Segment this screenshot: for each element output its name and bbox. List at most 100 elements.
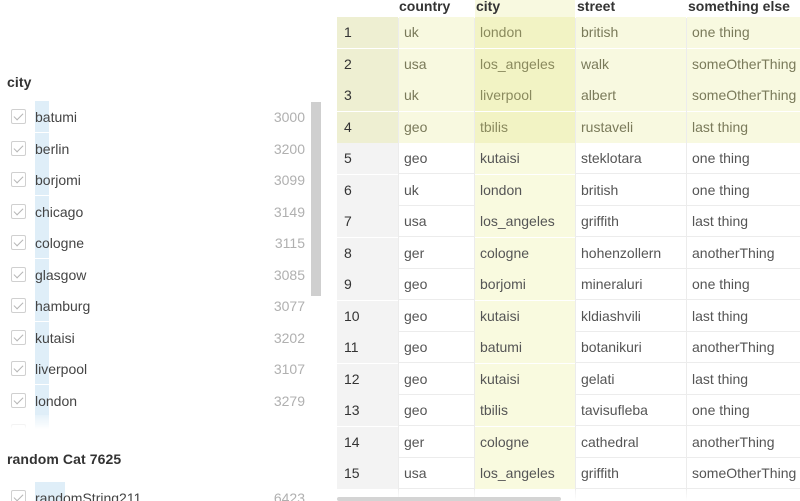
cell-index[interactable]: 9 — [337, 269, 398, 300]
header-something-else[interactable]: something else — [688, 0, 790, 14]
filter-item-chicago[interactable]: chicago 3149 — [0, 195, 322, 227]
table-row[interactable]: 12 geo kutaisi gelati last thing — [337, 363, 800, 395]
header-country[interactable]: country — [399, 0, 451, 14]
checkbox-icon[interactable] — [11, 266, 26, 282]
city-filter-list[interactable]: batumi 3000 berlin 3200 borjomi 3099 chi… — [0, 101, 322, 429]
cell-country[interactable]: geo — [404, 339, 428, 355]
cell-country[interactable]: ger — [404, 244, 425, 261]
cell-country[interactable]: geo — [404, 307, 428, 324]
cell-street[interactable]: hohenzollern — [581, 244, 662, 261]
cell-city[interactable]: los_angeles — [475, 206, 575, 237]
filter-item-glasgow[interactable]: glasgow 3085 — [0, 258, 322, 290]
table-row[interactable]: 6 uk london british one thing — [337, 174, 800, 206]
table-row[interactable]: 2 usa los_angeles walk someOtherThing — [337, 48, 800, 80]
cell-index[interactable]: 6 — [337, 174, 398, 206]
cell-something-else[interactable]: last thing — [692, 213, 749, 229]
cell-something-else[interactable]: someOtherThing — [692, 465, 797, 481]
table-row[interactable]: 9 geo borjomi mineraluri one thing — [337, 269, 800, 300]
cell-country[interactable]: geo — [404, 150, 428, 166]
cell-city[interactable]: batumi — [475, 332, 575, 363]
filter-item-london[interactable]: london 3279 — [0, 384, 322, 416]
checkbox-icon[interactable] — [11, 392, 26, 408]
city-list-scrollbar-thumb[interactable] — [311, 102, 321, 296]
cell-something-else[interactable]: one thing — [692, 181, 750, 198]
cell-street[interactable]: mineraluri — [581, 276, 643, 292]
cell-index[interactable]: 10 — [337, 300, 398, 332]
cell-country[interactable]: usa — [404, 465, 427, 481]
table-row[interactable]: 11 geo batumi botanikuri anotherThing — [337, 332, 800, 363]
cell-something-else[interactable]: one thing — [692, 402, 750, 418]
cell-index[interactable]: 12 — [337, 363, 398, 395]
table-row[interactable]: 15 usa los_angeles griffith someOtherThing — [337, 458, 800, 489]
cell-street[interactable]: kldiashvili — [581, 307, 641, 324]
cell-city[interactable]: liverpool — [475, 80, 575, 111]
table-row[interactable]: 5 geo kutaisi steklotara one thing — [337, 143, 800, 174]
cell-city[interactable]: cologne — [475, 237, 575, 269]
cell-city[interactable]: kutaisi — [475, 363, 575, 395]
cell-index[interactable]: 8 — [337, 237, 398, 269]
filter-item-kutaisi[interactable]: kutaisi 3202 — [0, 321, 322, 353]
table-row[interactable]: 8 ger cologne hohenzollern anotherThing — [337, 237, 800, 269]
checkbox-icon[interactable] — [11, 109, 26, 124]
cell-index[interactable]: 5 — [337, 143, 398, 174]
cell-street[interactable]: griffith — [581, 213, 619, 229]
filter-item-randomstring211[interactable]: randomString211 6423 — [0, 482, 322, 501]
cell-city[interactable]: tbilis — [475, 111, 575, 143]
cell-something-else[interactable]: one thing — [692, 150, 750, 166]
checkbox-icon[interactable] — [11, 235, 26, 250]
header-street[interactable]: street — [577, 0, 616, 14]
checkbox-icon[interactable] — [11, 298, 26, 313]
cell-country[interactable]: ger — [404, 433, 425, 450]
cell-something-else[interactable]: anotherThing — [692, 244, 775, 261]
cell-index[interactable]: 15 — [337, 458, 398, 489]
cell-index[interactable]: 2 — [337, 48, 398, 80]
header-city[interactable]: city — [475, 0, 575, 18]
filter-item-borjomi[interactable]: borjomi 3099 — [0, 164, 322, 195]
cell-index[interactable]: 11 — [337, 332, 398, 363]
table-row[interactable]: 3 uk liverpool albert someOtherThing — [337, 80, 800, 111]
cell-index[interactable]: 1 — [337, 17, 398, 48]
cell-something-else[interactable]: someOtherThing — [687, 48, 800, 80]
table-row[interactable]: 10 geo kutaisi kldiashvili last thing — [337, 300, 800, 332]
cell-street[interactable]: tavisufleba — [581, 402, 648, 418]
cell-city[interactable]: borjomi — [475, 269, 575, 300]
cell-city[interactable]: cologne — [475, 426, 575, 458]
cell-something-else[interactable]: someOtherThing — [687, 80, 800, 111]
cell-country[interactable]: geo — [404, 402, 428, 418]
checkbox-icon[interactable] — [11, 490, 26, 501]
cell-city[interactable]: tbilis — [475, 395, 575, 426]
cell-index[interactable]: 13 — [337, 395, 398, 426]
cell-something-else[interactable]: last thing — [692, 307, 749, 324]
cell-something-else[interactable]: last thing — [692, 370, 749, 387]
table-row[interactable]: 7 usa los_angeles griffith last thing — [337, 206, 800, 237]
cell-city[interactable]: kutaisi — [475, 300, 575, 332]
cell-street[interactable]: botanikuri — [581, 339, 642, 355]
cell-street[interactable]: british — [576, 17, 686, 48]
cell-street[interactable]: albert — [576, 80, 686, 111]
cell-city[interactable]: london — [475, 174, 575, 206]
filter-item-batumi[interactable]: batumi 3000 — [0, 101, 322, 132]
cell-country[interactable]: uk — [404, 181, 419, 198]
table-row[interactable]: 1 uk london british one thing — [337, 17, 800, 48]
cell-street[interactable]: steklotara — [581, 150, 642, 166]
cell-city[interactable]: los_angeles — [475, 48, 575, 80]
cell-something-else[interactable]: anotherThing — [692, 339, 775, 355]
cell-country[interactable]: geo — [399, 111, 474, 143]
checkbox-icon[interactable] — [11, 329, 26, 345]
cell-street[interactable]: rustaveli — [576, 111, 686, 143]
cell-street[interactable]: walk — [576, 48, 686, 80]
filter-item-berlin[interactable]: berlin 3200 — [0, 132, 322, 164]
cell-street[interactable]: griffith — [581, 465, 619, 481]
cell-something-else[interactable]: anotherThing — [692, 433, 775, 450]
cell-something-else[interactable]: last thing — [687, 111, 800, 143]
cell-country[interactable]: usa — [404, 213, 427, 229]
cell-country[interactable]: uk — [399, 17, 474, 48]
filter-item-hamburg[interactable]: hamburg 3077 — [0, 290, 322, 321]
checkbox-icon[interactable] — [11, 203, 26, 219]
cell-street[interactable]: cathedral — [581, 433, 639, 450]
cell-index[interactable]: 7 — [337, 206, 398, 237]
cell-country[interactable]: geo — [404, 370, 428, 387]
grid-horizontal-scrollbar[interactable] — [337, 497, 561, 501]
table-row[interactable]: 13 geo tbilis tavisufleba one thing — [337, 395, 800, 426]
checkbox-icon[interactable] — [11, 172, 26, 187]
